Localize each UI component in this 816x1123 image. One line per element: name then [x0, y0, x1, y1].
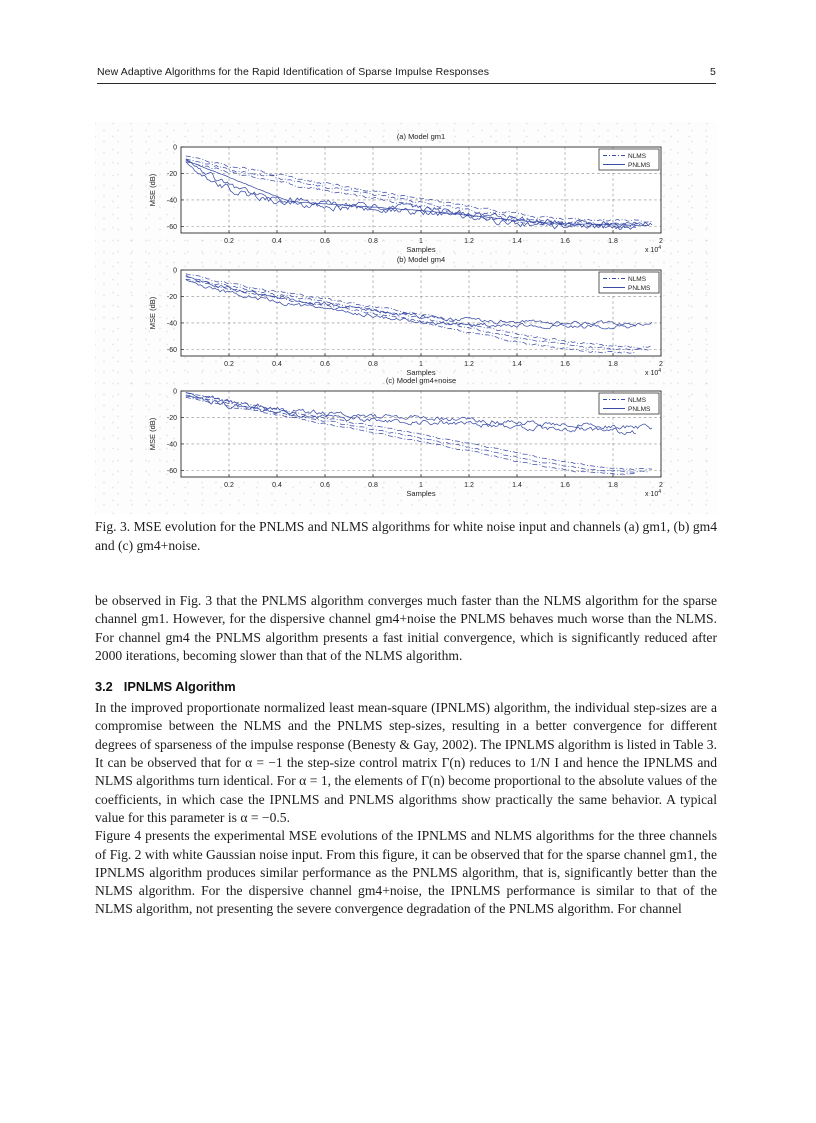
x-tick-label: 0.6	[320, 482, 330, 489]
x-tick-label: 0.8	[368, 482, 378, 489]
x-tick-label: 0.6	[320, 238, 330, 245]
legend-label: PNLMS	[628, 162, 651, 169]
series-nlms	[185, 278, 636, 354]
series-nlms	[185, 273, 653, 349]
x-tick-label: 0.4	[272, 361, 282, 368]
x-tick-label: 0.2	[224, 361, 234, 368]
x-tick-label: 2	[659, 482, 663, 489]
y-axis-label: MSE (dB)	[148, 296, 157, 329]
x-tick-label: 1.2	[464, 238, 474, 245]
y-tick-label: -60	[167, 347, 177, 354]
running-header: New Adaptive Algorithms for the Rapid Id…	[97, 66, 716, 78]
legend-label: NLMS	[628, 276, 647, 283]
paragraph-1: be observed in Fig. 3 that the PNLMS alg…	[95, 593, 717, 663]
y-tick-label: -40	[167, 197, 177, 204]
x-tick-label: 0.2	[224, 238, 234, 245]
series-pnlms	[185, 161, 637, 230]
x-tick-label: 1.6	[560, 482, 570, 489]
y-tick-label: -60	[167, 468, 177, 475]
series-pnlms	[185, 395, 636, 436]
section-title: IPNLMS Algorithm	[123, 679, 236, 695]
y-tick-label: -60	[167, 224, 177, 231]
x-tick-label: 0.8	[368, 361, 378, 368]
x-tick-label: 0.4	[272, 482, 282, 489]
x-tick-label: 1	[419, 361, 423, 368]
chart-model-gm4-noise: (c) Model gm4+noise 0.2 0.4 0.6 0.8 1 1.2 1.4 1.…	[96, 372, 716, 498]
series-pnlms	[185, 392, 653, 430]
section-number: 3.2	[95, 679, 113, 695]
body-text-column: be observed in Fig. 3 that the PNLMS alg…	[95, 592, 717, 919]
x-tick-label: 1.2	[464, 361, 474, 368]
x-axis-scale: x 104	[645, 245, 661, 254]
x-tick-label: 0.6	[320, 361, 330, 368]
x-tick-label: 1	[419, 482, 423, 489]
x-tick-label: 0.8	[368, 238, 378, 245]
x-tick-label: 1.6	[560, 238, 570, 245]
x-tick-label: 0.2	[224, 482, 234, 489]
x-axis-label: Samples	[406, 489, 435, 498]
figure-3: (a) Model gm1 0.2 0.4 0.6 0.8 1 1.2 1.4 1.6 1.8 2 0…	[95, 122, 717, 514]
y-tick-label: -40	[167, 320, 177, 327]
series-nlms	[185, 276, 649, 351]
y-tick-label: -20	[167, 415, 177, 422]
x-tick-label: 1.8	[608, 482, 618, 489]
x-axis-label: Samples	[406, 368, 435, 377]
chart-model-gm1: (a) Model gm1 0.2 0.4 0.6 0.8 1 1.2 1.4 1.6 1.8 2 0…	[96, 128, 716, 254]
chart-canvas: (c) Model gm4+noise 0.2 0.4 0.6 0.8 1 1.2 1.4 1.…	[148, 376, 663, 498]
x-tick-label: 1.2	[464, 482, 474, 489]
x-axis-scale: x 104	[645, 489, 661, 498]
x-axis-scale: x 104	[645, 368, 661, 377]
y-tick-label: 0	[173, 268, 177, 275]
paragraph-2: In the improved proportionate normalized…	[95, 700, 717, 825]
figure-caption: Fig. 3. MSE evolution for the PNLMS and …	[95, 519, 717, 553]
paragraph-3: Figure 4 presents the experimental MSE e…	[95, 828, 717, 917]
y-tick-label: -20	[167, 171, 177, 178]
section-heading: 3.2 IPNLMS Algorithm	[95, 679, 717, 694]
running-title: New Adaptive Algorithms for the Rapid Id…	[97, 66, 490, 78]
chart-title: (a) Model gm1	[397, 132, 445, 141]
x-tick-label: 1	[419, 238, 423, 245]
series-pnlms	[185, 275, 653, 326]
legend-label: NLMS	[628, 397, 647, 404]
series-nlms	[185, 392, 653, 470]
x-tick-label: 2	[659, 361, 663, 368]
y-tick-label: -40	[167, 441, 177, 448]
chart-model-gm4: (b) Model gm4 0.2 0.4 0.6 0.8 1 1.2 1.4 1.6 1.8 2 0…	[96, 251, 716, 377]
page-number: 5	[710, 66, 716, 78]
chart-canvas: (a) Model gm1 0.2 0.4 0.6 0.8 1 1.2 1.4 1.6 1.8 2 0…	[148, 132, 663, 254]
series-pnlms	[185, 159, 649, 226]
series-nlms	[185, 155, 653, 223]
x-tick-label: 1.8	[608, 361, 618, 368]
legend-label: PNLMS	[628, 406, 651, 413]
y-tick-label: 0	[173, 145, 177, 152]
x-tick-label: 1.6	[560, 361, 570, 368]
chart-title: (c) Model gm4+noise	[386, 376, 456, 385]
chart-canvas: (b) Model gm4 0.2 0.4 0.6 0.8 1 1.2 1.4 1.6 1.8 2 0…	[148, 255, 663, 377]
x-tick-label: 1.4	[512, 238, 522, 245]
legend-label: NLMS	[628, 153, 647, 160]
chart-title: (b) Model gm4	[397, 255, 445, 264]
x-tick-label: 1.4	[512, 361, 522, 368]
y-axis-label: MSE (dB)	[148, 173, 157, 206]
series-nlms	[185, 158, 649, 227]
y-axis-label: MSE (dB)	[148, 417, 157, 450]
y-tick-label: 0	[173, 389, 177, 396]
series-pnlms	[185, 279, 636, 330]
y-tick-label: -20	[167, 294, 177, 301]
legend-label: PNLMS	[628, 285, 651, 292]
header-rule	[97, 83, 716, 84]
x-tick-label: 1.4	[512, 482, 522, 489]
x-tick-label: 1.8	[608, 238, 618, 245]
x-tick-label: 2	[659, 238, 663, 245]
x-tick-label: 0.4	[272, 238, 282, 245]
x-axis-label: Samples	[406, 245, 435, 254]
